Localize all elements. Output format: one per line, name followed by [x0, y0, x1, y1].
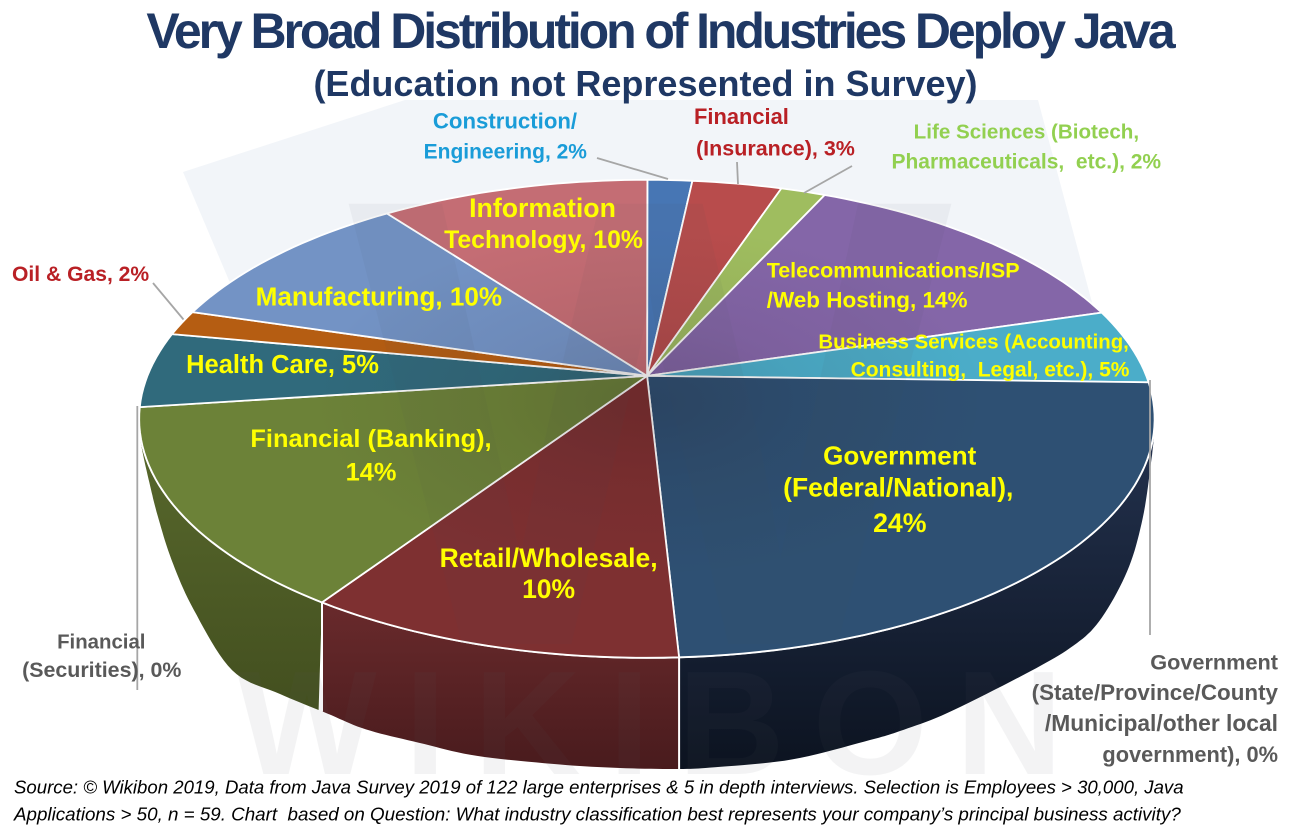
svg-text:Manufacturing, 10%: Manufacturing, 10% — [256, 282, 502, 312]
svg-text:Oil & Gas, 2%: Oil & Gas, 2% — [12, 263, 149, 286]
svg-text:(Federal/National),: (Federal/National), — [783, 473, 1013, 503]
svg-text:Telecommunications/ISP: Telecommunications/ISP — [767, 259, 1020, 283]
svg-text:(State/Province/County: (State/Province/County — [1032, 680, 1279, 705]
svg-text:Very Broad Distribution of Ind: Very Broad Distribution of Industries De… — [146, 3, 1176, 59]
svg-text:Technology, 10%: Technology, 10% — [444, 227, 643, 254]
svg-text:W: W — [348, 65, 958, 780]
svg-text:Applications > 50, n = 59. Cha: Applications > 50, n = 59. Chart based o… — [13, 804, 1181, 825]
svg-text:WIKIBON: WIKIBON — [237, 641, 1091, 806]
svg-text:(Securities), 0%: (Securities), 0% — [22, 658, 181, 682]
svg-text:Pharmaceuticals, etc.), 2%: Pharmaceuticals, etc.), 2% — [891, 151, 1161, 174]
svg-text:(Insurance), 3%: (Insurance), 3% — [696, 137, 855, 161]
svg-text:government), 0%: government), 0% — [1102, 742, 1278, 767]
svg-text:Government: Government — [1150, 650, 1278, 675]
svg-text:14%: 14% — [346, 459, 397, 487]
svg-text:Construction/: Construction/ — [433, 109, 577, 134]
svg-text:(Education not Represented in: (Education not Represented in Survey) — [313, 63, 977, 104]
svg-text:Retail/Wholesale,: Retail/Wholesale, — [440, 543, 658, 573]
svg-text:/Municipal/other local: /Municipal/other local — [1045, 710, 1278, 736]
svg-text:Life Sciences (Biotech,: Life Sciences (Biotech, — [914, 121, 1139, 144]
svg-text:24%: 24% — [873, 508, 927, 538]
svg-text:Financial: Financial — [694, 104, 789, 129]
svg-text:Financial: Financial — [57, 632, 145, 654]
svg-text:Business Services (Accounting,: Business Services (Accounting, — [818, 332, 1129, 354]
svg-text:10%: 10% — [522, 574, 575, 604]
svg-text:Financial (Banking),: Financial (Banking), — [250, 425, 491, 453]
svg-text:Consulting, Legal, etc.), 5%: Consulting, Legal, etc.), 5% — [851, 359, 1130, 382]
svg-text:/Web Hosting, 14%: /Web Hosting, 14% — [767, 288, 968, 313]
svg-text:Information: Information — [469, 193, 616, 223]
svg-text:Source: © Wikibon 2019, Data f: Source: © Wikibon 2019, Data from Java S… — [14, 777, 1184, 798]
svg-text:Health Care, 5%: Health Care, 5% — [186, 351, 379, 379]
svg-text:Government: Government — [823, 441, 976, 471]
svg-text:Engineering, 2%: Engineering, 2% — [424, 141, 588, 164]
